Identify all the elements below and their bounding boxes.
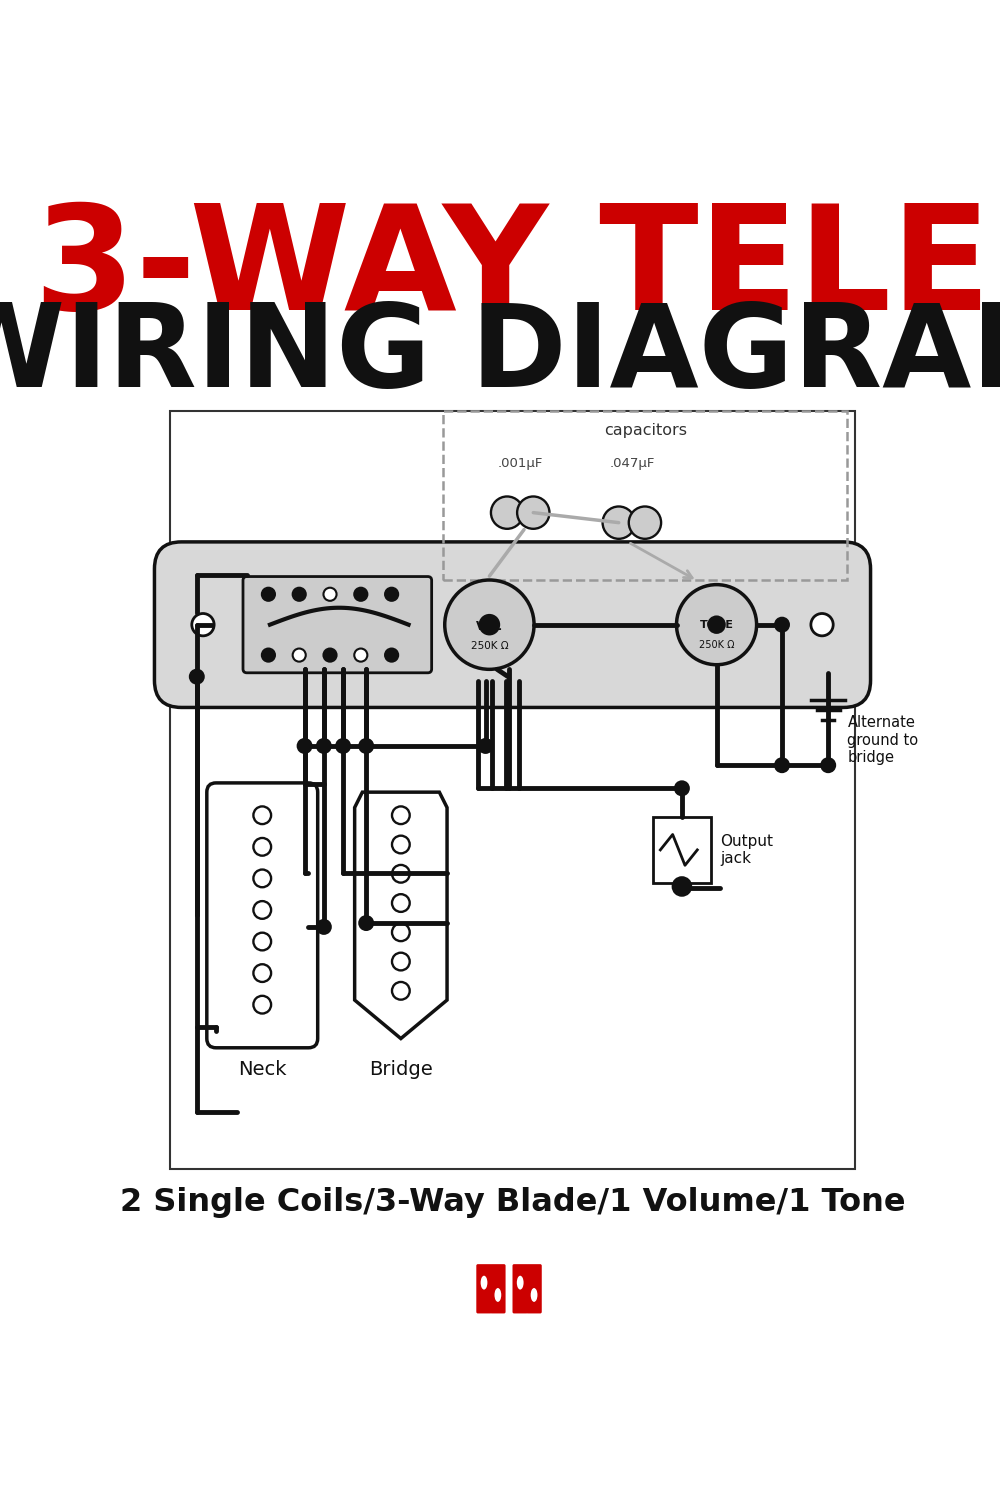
- Text: Output
jack: Output jack: [720, 834, 773, 866]
- Text: VOL: VOL: [476, 620, 503, 633]
- FancyBboxPatch shape: [526, 1264, 542, 1314]
- Circle shape: [354, 648, 367, 662]
- Circle shape: [298, 740, 312, 753]
- Circle shape: [190, 669, 204, 684]
- Circle shape: [262, 588, 275, 602]
- Text: capacitors: capacitors: [604, 423, 687, 438]
- Circle shape: [392, 865, 410, 882]
- Text: .001μF: .001μF: [498, 458, 543, 470]
- Bar: [653, 818, 711, 882]
- Circle shape: [517, 496, 549, 530]
- Text: 2 Single Coils/3-Way Blade/1 Volume/1 Tone: 2 Single Coils/3-Way Blade/1 Volume/1 To…: [120, 1186, 905, 1218]
- Circle shape: [392, 952, 410, 970]
- Circle shape: [323, 648, 337, 662]
- Circle shape: [359, 916, 373, 930]
- Circle shape: [253, 933, 271, 951]
- Ellipse shape: [481, 1275, 487, 1290]
- Circle shape: [603, 507, 635, 538]
- Circle shape: [336, 740, 350, 753]
- Circle shape: [629, 507, 661, 538]
- Circle shape: [392, 807, 410, 824]
- Text: .047μF: .047μF: [609, 458, 655, 470]
- Circle shape: [707, 615, 726, 634]
- Text: 250K Ω: 250K Ω: [699, 639, 734, 650]
- Circle shape: [821, 759, 835, 772]
- Circle shape: [359, 740, 373, 753]
- Circle shape: [293, 588, 306, 602]
- Bar: [443, 411, 847, 580]
- FancyBboxPatch shape: [207, 783, 318, 1048]
- Circle shape: [293, 648, 306, 662]
- Ellipse shape: [494, 1288, 501, 1302]
- Text: TONE: TONE: [700, 620, 734, 630]
- FancyBboxPatch shape: [243, 576, 432, 674]
- FancyBboxPatch shape: [512, 1264, 528, 1314]
- Circle shape: [323, 588, 337, 602]
- Text: Neck: Neck: [238, 1060, 287, 1078]
- Circle shape: [354, 588, 367, 602]
- Circle shape: [385, 648, 398, 662]
- Circle shape: [775, 759, 789, 772]
- Circle shape: [253, 839, 271, 855]
- FancyBboxPatch shape: [476, 1264, 492, 1314]
- Circle shape: [317, 740, 331, 753]
- Circle shape: [491, 496, 523, 530]
- Circle shape: [445, 580, 534, 669]
- Circle shape: [675, 782, 689, 795]
- Circle shape: [479, 740, 492, 753]
- Text: WIRING DIAGRAM: WIRING DIAGRAM: [0, 300, 1000, 411]
- Bar: [170, 411, 855, 1170]
- Circle shape: [479, 614, 500, 636]
- Text: 3-WAY TELE: 3-WAY TELE: [34, 200, 991, 340]
- Circle shape: [811, 614, 833, 636]
- Circle shape: [253, 964, 271, 982]
- Circle shape: [392, 982, 410, 999]
- FancyBboxPatch shape: [154, 542, 871, 708]
- Circle shape: [392, 924, 410, 940]
- Text: 250K Ω: 250K Ω: [471, 640, 508, 651]
- Circle shape: [253, 902, 271, 920]
- Text: Bridge: Bridge: [369, 1060, 433, 1078]
- Circle shape: [385, 588, 398, 602]
- Circle shape: [392, 894, 410, 912]
- Text: Alternate
ground to
bridge: Alternate ground to bridge: [847, 716, 919, 765]
- Polygon shape: [355, 792, 447, 1038]
- Circle shape: [262, 648, 275, 662]
- Ellipse shape: [517, 1275, 524, 1290]
- Circle shape: [775, 618, 789, 632]
- Circle shape: [392, 836, 410, 854]
- Circle shape: [192, 614, 214, 636]
- Circle shape: [673, 878, 691, 896]
- FancyBboxPatch shape: [490, 1264, 506, 1314]
- Circle shape: [677, 585, 757, 664]
- Circle shape: [253, 870, 271, 886]
- Circle shape: [253, 996, 271, 1014]
- Circle shape: [317, 920, 331, 934]
- Circle shape: [253, 807, 271, 824]
- Ellipse shape: [531, 1288, 537, 1302]
